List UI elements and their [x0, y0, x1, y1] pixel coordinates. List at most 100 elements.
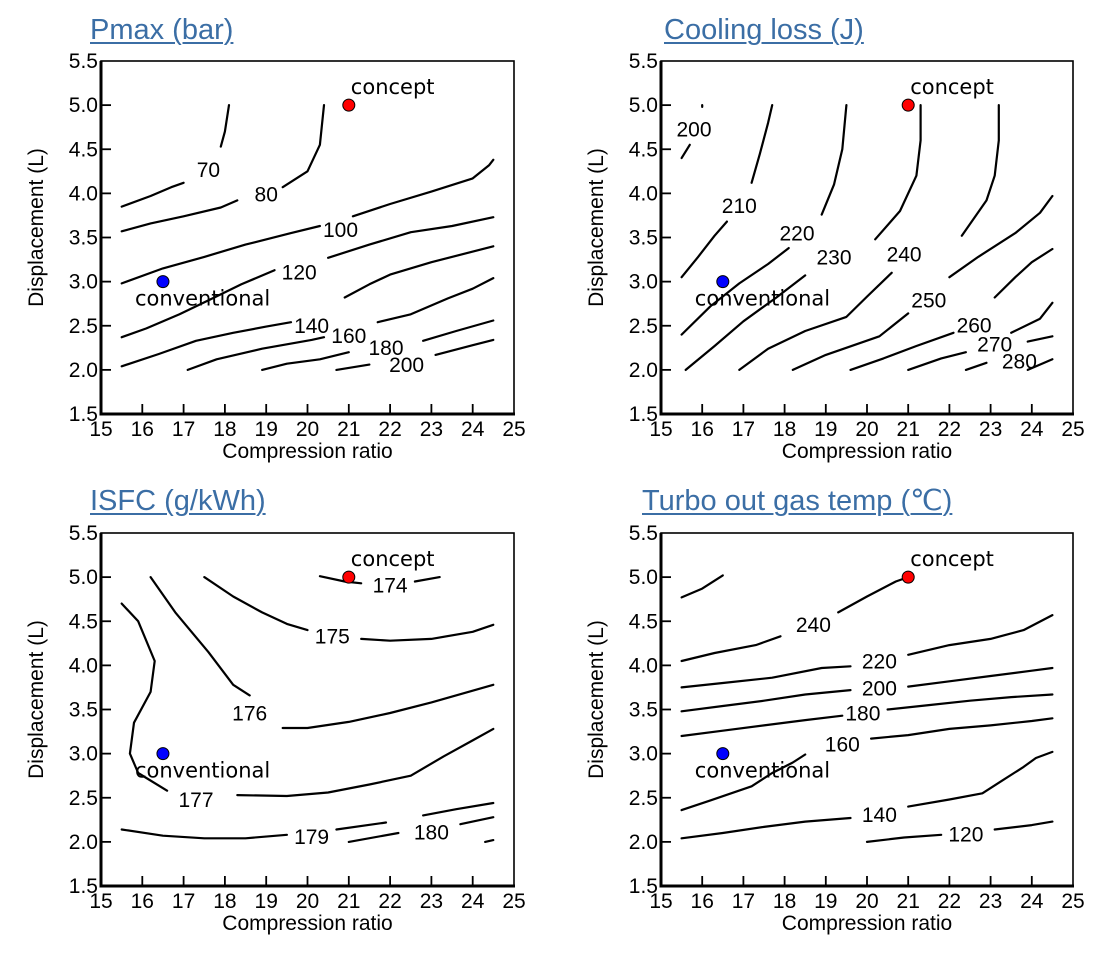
x-tick-label: 25 — [1061, 890, 1084, 913]
point-label-conventional: conventional — [695, 287, 830, 311]
contour-label-220: 220 — [779, 223, 814, 246]
y-tick-label: 4.0 — [629, 654, 658, 677]
x-tick-label: 19 — [255, 418, 278, 441]
x-tick-label: 20 — [296, 418, 319, 441]
contour-line-240 — [680, 635, 782, 663]
contour-line-230 — [874, 104, 922, 241]
point-label-concept: concept — [351, 75, 435, 99]
y-axis-label: Displacement (L) — [585, 148, 608, 307]
contour-line-160 — [186, 336, 326, 371]
x-tick-label: 18 — [213, 418, 236, 441]
contour-line-174 — [413, 576, 441, 583]
contour-line-120 — [865, 833, 943, 843]
x-tick-label: 24 — [1020, 890, 1044, 913]
panel-title-cooling-loss: Cooling loss (J) — [664, 14, 864, 46]
contour-line-70 — [120, 181, 185, 208]
contour-label-280: 280 — [1002, 350, 1037, 373]
x-tick-label: 16 — [131, 418, 154, 441]
x-tick-label: 18 — [773, 890, 796, 913]
contour-label-200: 200 — [676, 118, 711, 141]
point-conventional — [156, 275, 170, 289]
contour-line-280 — [1026, 335, 1054, 343]
point-conventional — [716, 275, 730, 289]
x-tick-label: 20 — [296, 890, 319, 913]
x-tick-label: 18 — [773, 418, 796, 441]
x-tick-label: 24 — [461, 418, 485, 441]
x-tick-label: 15 — [89, 890, 112, 913]
y-tick-label: 5.5 — [629, 522, 658, 545]
x-tick-label: 21 — [337, 890, 360, 913]
x-tick-label: 22 — [938, 418, 961, 441]
x-tick-label: 18 — [213, 890, 236, 913]
x-tick-label: 21 — [897, 418, 920, 441]
x-tick-label: 24 — [461, 890, 485, 913]
x-tick-label: 23 — [979, 418, 1002, 441]
y-tick-label: 3.0 — [629, 743, 658, 766]
contour-line-220 — [820, 104, 848, 216]
contour-label-80: 80 — [255, 184, 278, 207]
contour-line-179 — [422, 801, 495, 817]
y-tick-label: 4.5 — [629, 610, 658, 633]
contour-line-175 — [360, 623, 495, 642]
y-tick-label: 2.5 — [629, 315, 658, 338]
contour-line-70 — [219, 104, 231, 148]
x-tick-label: 22 — [938, 890, 961, 913]
y-tick-label: 3.5 — [629, 227, 658, 250]
contour-line-140 — [680, 816, 852, 840]
contour-line-80 — [281, 104, 326, 189]
x-tick-label: 19 — [814, 890, 837, 913]
y-tick-label: 2.5 — [69, 315, 98, 338]
y-tick-label: 4.0 — [629, 182, 658, 205]
y-tick-label: 3.5 — [69, 699, 98, 722]
y-tick-label: 5.0 — [629, 566, 658, 589]
contour-label-200: 200 — [389, 354, 424, 377]
y-tick-label: 2.0 — [69, 359, 98, 382]
contour-line-177 — [236, 727, 495, 798]
y-tick-label: 2.5 — [629, 787, 658, 810]
contour-label-175: 175 — [315, 626, 350, 649]
contour-label-220: 220 — [862, 650, 897, 673]
contour-line-200 — [434, 338, 495, 356]
x-axis-label: Compression ratio — [782, 440, 952, 463]
x-tick-label: 16 — [691, 890, 714, 913]
x-tick-label: 21 — [897, 890, 920, 913]
contour-label-180: 180 — [368, 337, 403, 360]
contour-label-140: 140 — [294, 315, 329, 338]
contour-line-179 — [335, 821, 388, 831]
contour-label-177: 177 — [178, 789, 213, 812]
contour-line-120 — [327, 216, 495, 259]
contour-line-160 — [680, 753, 807, 812]
contour-line-250 — [791, 312, 910, 371]
contour-label-250: 250 — [911, 290, 946, 313]
contour-line-180 — [680, 714, 844, 738]
contour-label-120: 120 — [948, 823, 983, 846]
x-tick-label: 23 — [979, 890, 1002, 913]
y-tick-label: 2.0 — [69, 831, 98, 854]
contour-line-200 — [335, 363, 371, 371]
contour-line-220 — [680, 247, 790, 336]
contour-line-160 — [870, 717, 1054, 740]
contour-line-200 — [680, 689, 852, 713]
point-concept — [901, 98, 915, 112]
contour-line-180 — [886, 693, 1054, 711]
x-tick-label: 16 — [131, 890, 154, 913]
contour-line-210 — [680, 220, 728, 279]
x-tick-label: 25 — [502, 418, 525, 441]
contour-label-100: 100 — [323, 219, 358, 242]
x-axis-label: Compression ratio — [782, 912, 952, 935]
contour-line-240 — [837, 576, 910, 614]
contour-line-280 — [1026, 358, 1054, 371]
y-tick-label: 4.5 — [629, 138, 658, 161]
x-tick-label: 17 — [732, 418, 755, 441]
x-tick-label: 22 — [378, 890, 401, 913]
panel-isfc: 174 175 176 177 179 180 15 16 17 18 19 20 21 22 23 24 25… — [25, 522, 526, 935]
y-tick-label: 2.0 — [629, 359, 658, 382]
y-tick-label: 2.0 — [629, 831, 658, 854]
y-tick-label: 3.5 — [629, 699, 658, 722]
contour-line-240 — [738, 271, 893, 371]
contour-line-200 — [907, 666, 1054, 688]
